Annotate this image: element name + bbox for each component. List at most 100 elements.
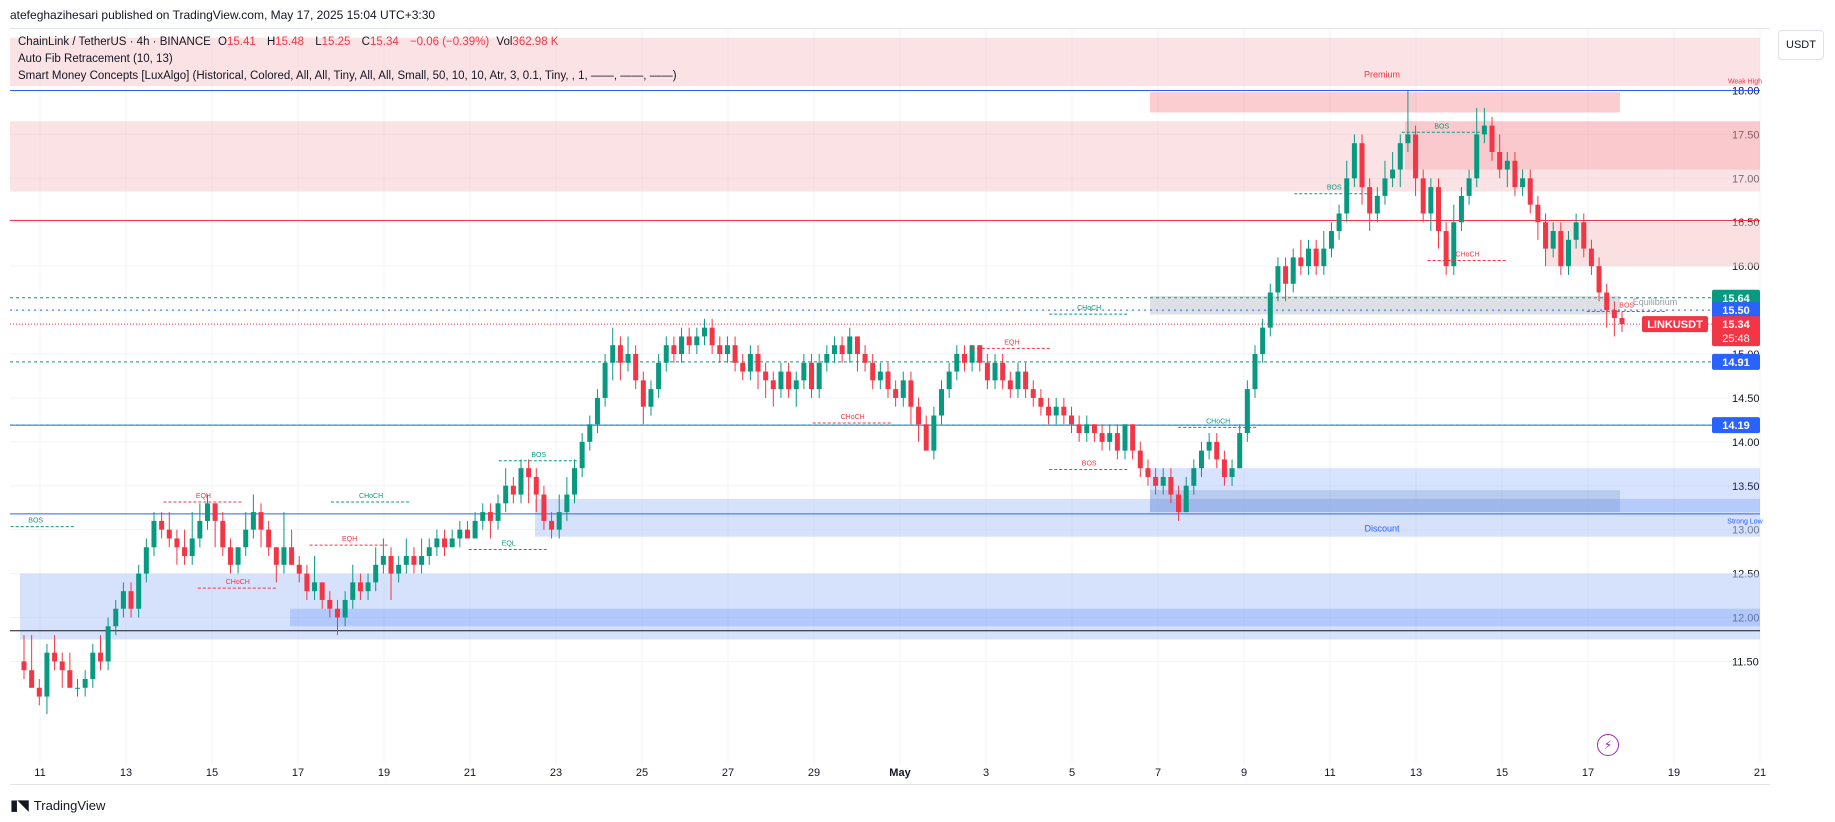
candle-up	[801, 354, 807, 390]
candle-body	[1382, 178, 1388, 196]
candle-up	[656, 354, 662, 398]
candle-down	[388, 547, 394, 600]
candle-body	[709, 327, 715, 346]
candle-up	[113, 599, 119, 636]
candle-up	[724, 336, 730, 363]
candle-down	[258, 503, 264, 548]
candle-down	[1000, 354, 1006, 390]
candle-body	[1558, 231, 1564, 267]
indicator-fib[interactable]: Auto Fib Retracement (10, 13)	[18, 53, 173, 65]
structure-label: EQH	[342, 536, 357, 543]
candle-down	[1497, 134, 1503, 179]
candle-down	[740, 354, 746, 381]
candle-up	[1374, 187, 1380, 223]
candle-body	[1336, 213, 1342, 232]
candle-up	[189, 512, 195, 565]
candle-body	[526, 468, 532, 477]
candle-down	[732, 336, 738, 372]
premium-label: Premium	[1364, 69, 1400, 79]
candle-up	[1053, 397, 1059, 425]
ticker-badge-bg	[1642, 316, 1708, 333]
candle-body	[1267, 292, 1273, 328]
candle-down	[52, 635, 58, 671]
candle-down	[770, 371, 776, 407]
chart-area[interactable]: 11.5012.0012.5013.0013.5014.0014.5015.00…	[0, 28, 1770, 785]
candle-down	[1359, 134, 1365, 205]
price-badge: 15.50	[1712, 302, 1760, 319]
candle-up	[1290, 248, 1296, 293]
discount-label: Discount	[1364, 523, 1400, 533]
candle-up	[946, 362, 952, 398]
brand-name: TradingView	[33, 797, 106, 813]
candle-body	[1007, 380, 1013, 390]
candle-body	[1237, 433, 1243, 469]
low-label: L	[315, 36, 322, 48]
candle-body	[1275, 266, 1281, 293]
candle-down	[1007, 371, 1013, 398]
candle-up	[380, 538, 386, 574]
candle-body	[617, 345, 623, 363]
candle-body	[1420, 178, 1426, 214]
candle-body	[778, 371, 784, 390]
strong-low-label: Strong Low	[1727, 519, 1763, 526]
candle-body	[1084, 424, 1090, 434]
structure-label: CHoCH	[1206, 418, 1230, 425]
candle-body	[495, 503, 501, 521]
candle-body	[120, 591, 126, 609]
candle-body	[1298, 257, 1304, 267]
candle-body	[105, 626, 111, 662]
price-chart[interactable]: 11.5012.0012.5013.0013.5014.0014.5015.00…	[0, 29, 1770, 784]
candle-body	[1221, 459, 1227, 477]
tradingview-logo[interactable]: ▮◥ TradingView	[10, 796, 105, 814]
structure-label: BOS	[1327, 185, 1342, 192]
candle-down	[854, 336, 860, 372]
candle-body	[717, 345, 723, 354]
candle-body	[480, 512, 486, 521]
candle-up	[1351, 134, 1357, 188]
ticker-badge-label: LINKUSDT	[1647, 319, 1703, 331]
candle-down	[526, 459, 532, 504]
candle-down	[296, 556, 302, 583]
candle-body	[442, 538, 448, 548]
candle-down	[487, 503, 493, 539]
candle-body	[136, 573, 142, 609]
indicator-smc[interactable]: Smart Money Concepts [LuxAlgo] (Historic…	[18, 70, 677, 82]
candle-up	[1306, 239, 1312, 275]
candle-down	[1137, 441, 1143, 477]
candle-down	[633, 345, 639, 390]
candle-up	[495, 494, 501, 530]
candle-body	[205, 503, 211, 521]
x-tick-label: 29	[808, 767, 820, 779]
candle-body	[1543, 222, 1549, 249]
candle-down	[1130, 424, 1136, 460]
candle-up	[518, 459, 524, 504]
candle-body	[831, 345, 837, 354]
flash-icon[interactable]: ⚡	[1597, 734, 1619, 756]
candle-body	[365, 582, 371, 592]
candle-down	[1443, 222, 1449, 275]
candle-down	[717, 336, 723, 363]
candle-up	[931, 406, 937, 460]
candle-down	[1023, 362, 1029, 398]
candle-up	[1191, 459, 1197, 495]
legend-symbol[interactable]: ChainLink / TetherUS · 4h · BINANCE	[18, 36, 211, 48]
candle-body	[854, 336, 860, 354]
structure-label: EQL	[502, 540, 516, 547]
candle-up	[342, 591, 348, 627]
candle-body	[1481, 125, 1487, 135]
candle-body	[1260, 327, 1266, 354]
candle-up	[1107, 424, 1113, 451]
candle-down	[227, 538, 233, 574]
candle-up	[396, 556, 402, 583]
candle-up	[1405, 90, 1411, 152]
currency-button[interactable]: USDT	[1778, 30, 1824, 60]
candle-up	[1466, 169, 1472, 205]
candle-body	[1061, 406, 1067, 416]
candle-body	[396, 564, 402, 574]
candle-down	[1068, 406, 1074, 434]
structure-label: BOS	[1082, 461, 1097, 468]
demand-block	[1150, 468, 1760, 513]
x-tick-label: 7	[1155, 767, 1161, 779]
candle-down	[1313, 239, 1319, 275]
legend-ohlc-row: ChainLink / TetherUS · 4h · BINANCE O15.…	[18, 34, 677, 51]
